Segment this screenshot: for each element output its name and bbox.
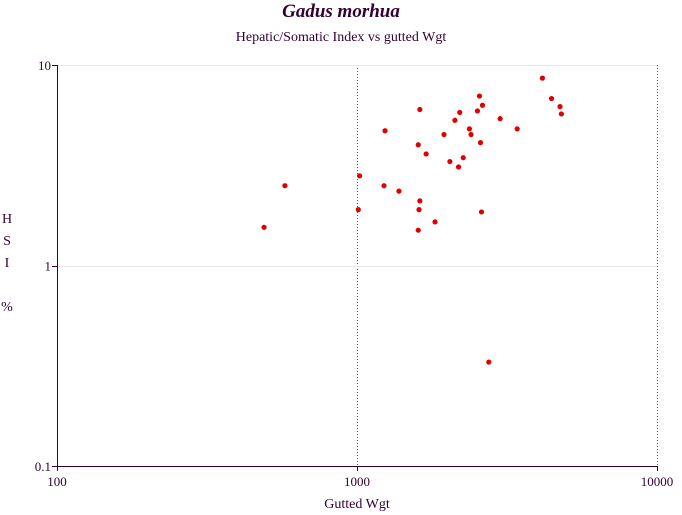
y-axis-label-line: % [1, 300, 13, 315]
data-point [356, 173, 363, 179]
data-point [468, 131, 474, 138]
data-point [479, 102, 486, 108]
chart-subtitle: Hepatic/Somatic Index vs gutted Wgt [236, 30, 447, 45]
x-axis-label: Gutted Wgt [324, 497, 390, 512]
data-point [539, 75, 546, 81]
data-point [557, 104, 563, 110]
data-point [396, 188, 402, 194]
data-point [558, 111, 564, 117]
x-tick-label: 100 [47, 474, 67, 489]
data-point [417, 198, 423, 204]
data-point [441, 131, 447, 138]
y-tick-label: 0.1 [35, 459, 51, 474]
data-point [381, 183, 387, 189]
data-point [476, 93, 483, 99]
grid-lines [57, 65, 658, 466]
data-point [355, 207, 361, 213]
axes [52, 65, 658, 471]
y-axis-label-line: H [2, 212, 12, 227]
data-point [486, 359, 492, 365]
y-axis-label-line: I [5, 256, 10, 271]
data-point [457, 109, 463, 116]
data-point [432, 219, 438, 225]
tick-labels: 100 1000 10000 0.1 1 10 [35, 58, 674, 489]
y-tick-label: 10 [38, 58, 51, 73]
x-tick-label: 1000 [344, 474, 370, 489]
data-point [548, 95, 555, 102]
data-point [415, 142, 421, 148]
chart-title: Gadus morhua [282, 1, 400, 22]
data-point [261, 224, 267, 230]
data-point [417, 106, 423, 113]
data-point [415, 227, 421, 233]
x-tick-label: 10000 [641, 474, 674, 489]
y-axis-label-line: S [3, 234, 11, 249]
data-points [261, 75, 564, 365]
data-point [477, 140, 484, 146]
data-point [460, 155, 466, 161]
data-point [382, 128, 388, 134]
data-point [282, 183, 288, 189]
y-axis-label: HSI% [1, 212, 13, 315]
data-point [478, 209, 485, 215]
data-point [514, 126, 520, 132]
data-point [466, 126, 473, 132]
data-point [455, 164, 462, 170]
data-point [474, 108, 481, 114]
data-point [497, 116, 503, 122]
data-point [416, 207, 422, 213]
data-point [447, 158, 453, 165]
y-tick-label: 1 [45, 259, 52, 274]
data-point [423, 151, 429, 157]
data-point [452, 117, 458, 123]
